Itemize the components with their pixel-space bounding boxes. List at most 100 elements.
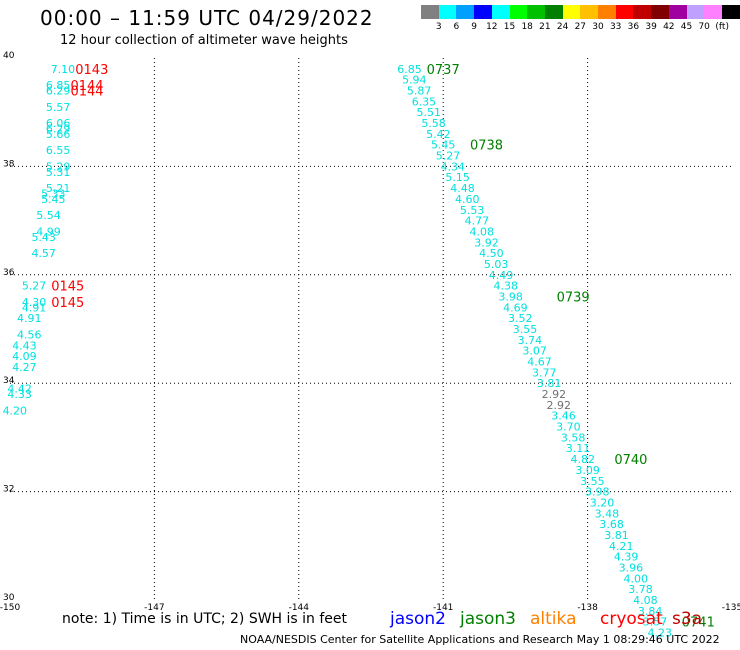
pass-time-label: 0145 — [51, 296, 84, 311]
wave-height-point: 2.92 — [546, 399, 571, 412]
footer-note: note: 1) Time is in UTC; 2) SWH is in fe… — [62, 611, 348, 627]
wave-height-point: 6.29 — [46, 122, 71, 135]
pass-time-label: 0145 — [51, 280, 84, 295]
wave-height-point: 3.48 — [595, 507, 620, 520]
pass-time-label: 0144 — [70, 85, 103, 100]
wave-height-point: 3.57 — [643, 616, 668, 629]
wave-height-point: 6.55 — [46, 144, 71, 157]
wave-height-point: 5.31 — [46, 166, 71, 179]
wave-height-point: 6.35 — [412, 95, 437, 108]
map-title: 00:00 – 11:59 UTC 04/29/2022 — [40, 6, 374, 30]
data-points: 7.106.856.295.576.066.295.666.555.295.31… — [3, 63, 672, 640]
wave-height-point: 5.54 — [36, 209, 61, 222]
wave-height-point: 4.99 — [36, 225, 61, 238]
legend-swatch — [668, 5, 687, 19]
satellite-altika: altika — [530, 609, 577, 629]
legend-swatch — [615, 5, 634, 19]
legend-label: 45 — [680, 22, 693, 32]
wave-height-point: 4.91 — [22, 301, 47, 314]
legend-label: 6 — [453, 22, 460, 32]
wave-height-point: 3.81 — [537, 377, 562, 390]
wave-height-point: 3.70 — [556, 421, 581, 434]
wave-height-point: 4.50 — [479, 247, 504, 260]
wave-height-point: 4.43 — [12, 339, 37, 352]
wave-height-point: 5.15 — [445, 171, 470, 184]
legend-label: 3 — [435, 22, 442, 32]
wave-height-point: 5.66 — [46, 128, 71, 141]
legend-swatch — [421, 5, 440, 19]
x-tick-label: -150 — [0, 603, 20, 613]
legend-label: 24 — [556, 22, 569, 32]
wave-height-point: 4.20 — [3, 404, 28, 417]
legend-swatch — [721, 5, 740, 19]
wave-height-point: 4.60 — [455, 193, 480, 206]
pass-time-label: 0741 — [682, 616, 715, 631]
wave-height-point: 3.98 — [585, 486, 610, 499]
x-tick-label: -141 — [433, 603, 453, 613]
wave-height-point: 3.11 — [566, 442, 591, 455]
map-subtitle: 12 hour collection of altimeter wave hei… — [60, 33, 348, 48]
wave-height-point: 4.00 — [623, 572, 648, 585]
wave-height-point: 3.78 — [628, 583, 653, 596]
wave-height-point: 6.29 — [46, 85, 71, 98]
wave-height-point: 4.08 — [469, 225, 494, 238]
legend-label: 9 — [471, 22, 477, 32]
wave-height-point: 3.77 — [532, 366, 557, 379]
legend-swatch — [686, 5, 705, 19]
y-tick-label: 40 — [3, 51, 15, 61]
legend-swatch — [633, 5, 652, 19]
y-tick-label: 38 — [3, 159, 15, 169]
legend-label: 39 — [645, 22, 657, 32]
x-tick-label: -135 — [722, 603, 740, 613]
wave-height-point: 4.67 — [527, 356, 552, 369]
y-tick-label: 36 — [3, 268, 15, 278]
wave-height-point: 6.85 — [397, 63, 422, 76]
map-grid — [10, 58, 732, 600]
y-tick-label: 30 — [3, 593, 15, 603]
wave-height-point: 5.43 — [31, 231, 56, 244]
legend-swatch — [456, 5, 475, 19]
wave-height-point: 6.85 — [46, 79, 71, 92]
wave-height-point: 2.92 — [542, 388, 567, 401]
legend-label: 15 — [503, 22, 516, 32]
wave-height-point: 6.06 — [46, 117, 71, 130]
wave-height-point: 5.29 — [46, 160, 71, 173]
wave-height-point: 4.08 — [633, 594, 658, 607]
pass-time-label: 0740 — [614, 453, 647, 468]
legend-swatch — [509, 5, 528, 19]
footer-credit: NOAA/NESDIS Center for Satellite Applica… — [240, 633, 720, 646]
wave-height-point: 5.58 — [421, 117, 446, 130]
wave-height-point: 7.10 — [51, 63, 76, 76]
wave-height-point: 3.84 — [638, 605, 663, 618]
legend-swatch — [474, 5, 493, 19]
legend-swatch — [598, 5, 617, 19]
legend-label: 18 — [521, 22, 533, 32]
pass-time-label: 0737 — [427, 63, 460, 78]
x-tick-label: -147 — [144, 603, 164, 613]
legend-label: 30 — [592, 22, 604, 32]
wave-height-point: 3.55 — [513, 323, 538, 336]
wave-height-point: 5.45 — [431, 139, 456, 152]
wave-height-point: 4.42 — [7, 383, 32, 396]
wave-height-point: 4.48 — [450, 182, 475, 195]
wave-height-point: 4.82 — [571, 453, 596, 466]
wave-height-point: 4.27 — [12, 361, 37, 374]
pass-time-label: 0739 — [557, 290, 590, 305]
wave-height-point: 5.45 — [41, 193, 66, 206]
pass-time-label: 0738 — [470, 139, 503, 154]
wave-height-point: 5.27 — [436, 150, 461, 163]
wave-height-point: 3.81 — [604, 529, 629, 542]
wave-height-point: 5.53 — [460, 204, 485, 217]
wave-height-point: 4.30 — [22, 296, 47, 309]
wave-height-point: 3.98 — [498, 290, 523, 303]
legend-swatch — [544, 5, 564, 19]
wave-height-point: 4.91 — [17, 312, 42, 325]
wave-height-point: 4.39 — [614, 551, 639, 564]
legend-label: 42 — [663, 22, 675, 32]
wave-height-point: 4.56 — [17, 328, 42, 341]
wave-height-point: 4.77 — [465, 215, 490, 228]
satellite-cryosat: cryosat — [600, 609, 663, 629]
legend-swatch — [651, 5, 670, 19]
wave-height-point: 3.58 — [561, 431, 586, 444]
